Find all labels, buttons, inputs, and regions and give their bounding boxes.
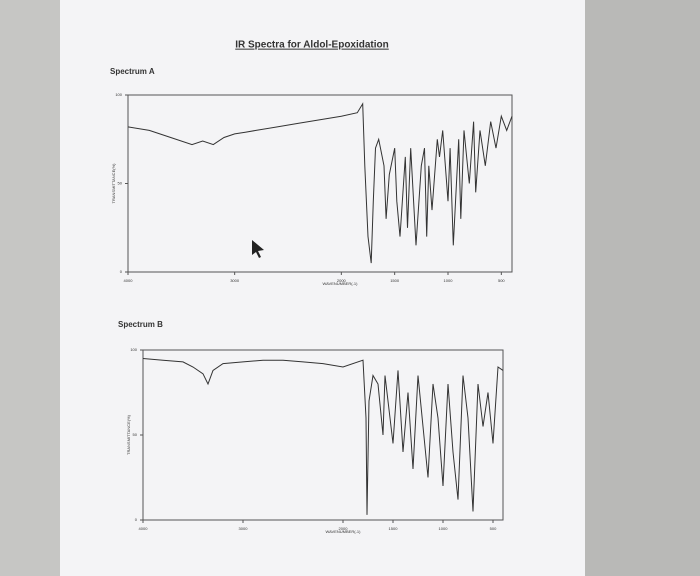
screen-edge (585, 0, 700, 576)
paper (60, 0, 585, 576)
spectrum-line (127, 102, 513, 264)
x-tick-label: 3000 (230, 278, 240, 283)
chart-title: Spectrum B (118, 320, 163, 329)
y-tick-label: 0 (135, 517, 138, 522)
x-tick-label: 2000 (339, 526, 349, 531)
cursor (252, 240, 264, 258)
x-axis-label: WAVENUMBER(-1) (323, 281, 359, 286)
x-tick-label: 1000 (439, 526, 449, 531)
y-tick-label: 0 (120, 269, 123, 274)
x-tick-label: 1000 (444, 278, 454, 283)
x-tick-label: 2000 (337, 278, 347, 283)
x-tick-label: 500 (490, 526, 497, 531)
y-axis-label: TRANSMITTANCE(%) (111, 163, 116, 204)
x-tick-label: 1500 (390, 278, 400, 283)
spectrum-line (142, 358, 504, 515)
x-tick-label: 500 (498, 278, 505, 283)
chart-title: Spectrum A (110, 67, 155, 76)
x-tick-label: 4000 (139, 526, 149, 531)
y-tick-label: 50 (118, 181, 123, 186)
x-tick-label: 1500 (389, 526, 399, 531)
y-axis-label: TRANSMITTANCE(%) (126, 414, 131, 455)
y-tick-label: 100 (115, 92, 122, 97)
y-tick-label: 100 (130, 347, 137, 352)
x-axis-label: WAVENUMBER(-1) (326, 529, 362, 534)
doc-title: IR Spectra for Aldol-Epoxidation (235, 40, 389, 51)
y-tick-label: 50 (133, 432, 138, 437)
x-tick-label: 4000 (124, 278, 134, 283)
x-tick-label: 3000 (239, 526, 249, 531)
